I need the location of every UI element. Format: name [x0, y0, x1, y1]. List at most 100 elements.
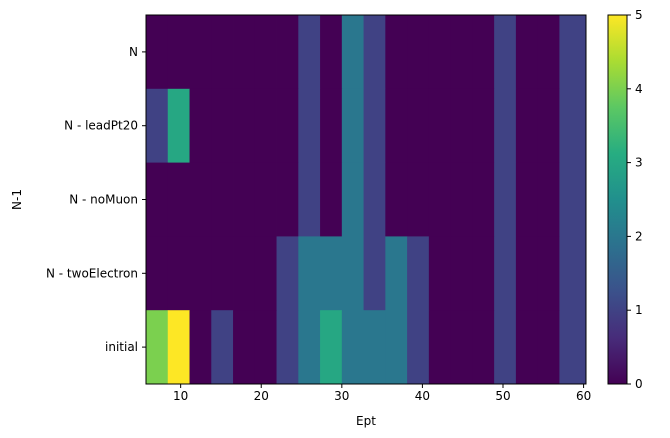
- heatmap-cell: [581, 88, 587, 163]
- heatmap-cell: [450, 88, 473, 163]
- x-axis-label: Ept: [356, 414, 376, 428]
- x-tick-label: 60: [576, 389, 591, 403]
- heatmap-cell: [233, 15, 256, 90]
- heatmap-cell: [407, 15, 430, 90]
- heatmap-cell: [254, 162, 277, 237]
- colorbar-tick-label: 4: [635, 82, 643, 96]
- heatmap-cell: [341, 162, 364, 237]
- heatmap-cell: [363, 162, 386, 237]
- heatmap-cell: [428, 310, 452, 385]
- heatmap-cell: [559, 15, 582, 90]
- heatmap-cell: [146, 236, 169, 311]
- heatmap-cell: [320, 162, 343, 237]
- y-tick-label: N - leadPt20: [64, 119, 138, 133]
- x-tick-label: 40: [415, 389, 430, 403]
- heatmap-cell: [211, 310, 234, 385]
- heatmap-cell: [363, 236, 386, 311]
- heatmap-cell: [450, 162, 473, 237]
- heatmap-cell: [276, 15, 299, 90]
- heatmap-cell: [254, 15, 277, 90]
- heatmap-cell: [494, 88, 517, 163]
- heatmap-cell: [298, 162, 321, 237]
- heatmap-cell: [385, 310, 408, 385]
- heatmap-cell: [341, 88, 364, 163]
- heatmap-cell: [189, 88, 212, 163]
- y-tick-label: N - noMuon: [69, 193, 138, 207]
- heatmap-cell: [167, 236, 190, 311]
- heatmap-cell: [515, 88, 539, 163]
- heatmap-cell: [472, 236, 495, 311]
- heatmap-cell: [581, 236, 587, 311]
- heatmap-cell: [146, 162, 169, 237]
- heatmap-cell: [559, 88, 582, 163]
- heatmap-cell: [341, 236, 364, 311]
- heatmap-cells: [146, 15, 587, 385]
- heatmap-cell: [559, 162, 582, 237]
- heatmap-cell: [494, 15, 517, 90]
- heatmap-cell: [472, 88, 495, 163]
- heatmap-cell: [167, 88, 190, 163]
- heatmap-cell: [320, 310, 343, 385]
- heatmap-cell: [428, 236, 452, 311]
- heatmap-cell: [494, 236, 517, 311]
- heatmap-cell: [472, 162, 495, 237]
- heatmap-cell: [320, 15, 343, 90]
- heatmap-cell: [450, 15, 473, 90]
- heatmap-cell: [407, 162, 430, 237]
- heatmap-cell: [211, 236, 234, 311]
- heatmap-cell: [320, 88, 343, 163]
- heatmap-cell: [233, 162, 256, 237]
- heatmap-cell: [146, 88, 169, 163]
- heatmap-cell: [341, 310, 364, 385]
- heatmap-cell: [211, 88, 234, 163]
- heatmap-cell: [298, 15, 321, 90]
- colorbar-tick-label: 1: [635, 303, 643, 317]
- heatmap-cell: [211, 15, 234, 90]
- heatmap-cell: [515, 162, 539, 237]
- colorbar-tick-label: 0: [635, 377, 643, 391]
- heatmap-cell: [254, 88, 277, 163]
- heatmap-cell: [233, 310, 256, 385]
- heatmap-cell: [298, 88, 321, 163]
- x-tick-label: 10: [173, 389, 188, 403]
- heatmap-cell: [341, 15, 364, 90]
- heatmap-cell: [298, 236, 321, 311]
- heatmap-cell: [450, 310, 473, 385]
- heatmap-cell: [537, 88, 560, 163]
- heatmap-cell: [428, 162, 452, 237]
- heatmap-cell: [537, 310, 560, 385]
- heatmap-cell: [189, 162, 212, 237]
- heatmap-cell: [167, 310, 190, 385]
- y-tick-label: N - twoElectron: [46, 266, 138, 280]
- heatmap-cell: [385, 162, 408, 237]
- heatmap-cell: [363, 310, 386, 385]
- heatmap-cell: [428, 88, 452, 163]
- heatmap-cell: [559, 310, 582, 385]
- heatmap-cell: [146, 310, 169, 385]
- x-tick-label: 50: [495, 389, 510, 403]
- heatmap-cell: [254, 310, 277, 385]
- heatmap-cell: [189, 310, 212, 385]
- heatmap-cell: [472, 15, 495, 90]
- heatmap-cell: [537, 162, 560, 237]
- heatmap-cell: [211, 162, 234, 237]
- heatmap-cell: [494, 162, 517, 237]
- heatmap-cell: [537, 236, 560, 311]
- heatmap-cell: [407, 236, 430, 311]
- y-tick-label: N: [129, 45, 138, 59]
- heatmap-cell: [559, 236, 582, 311]
- colorbar-tick-label: 2: [635, 229, 643, 243]
- heatmap-cell: [581, 15, 587, 90]
- heatmap-cell: [515, 310, 539, 385]
- heatmap-cell: [363, 88, 386, 163]
- heatmap-cell: [494, 310, 517, 385]
- heatmap-cell: [472, 310, 495, 385]
- heatmap-cell: [537, 15, 560, 90]
- heatmap-cell: [276, 162, 299, 237]
- y-axis-label: N-1: [10, 189, 24, 210]
- heatmap-cell: [515, 15, 539, 90]
- heatmap-cell: [254, 236, 277, 311]
- heatmap-cell: [385, 15, 408, 90]
- y-axis: N N - leadPt20 N - noMuon N - twoElectron in…: [46, 45, 146, 354]
